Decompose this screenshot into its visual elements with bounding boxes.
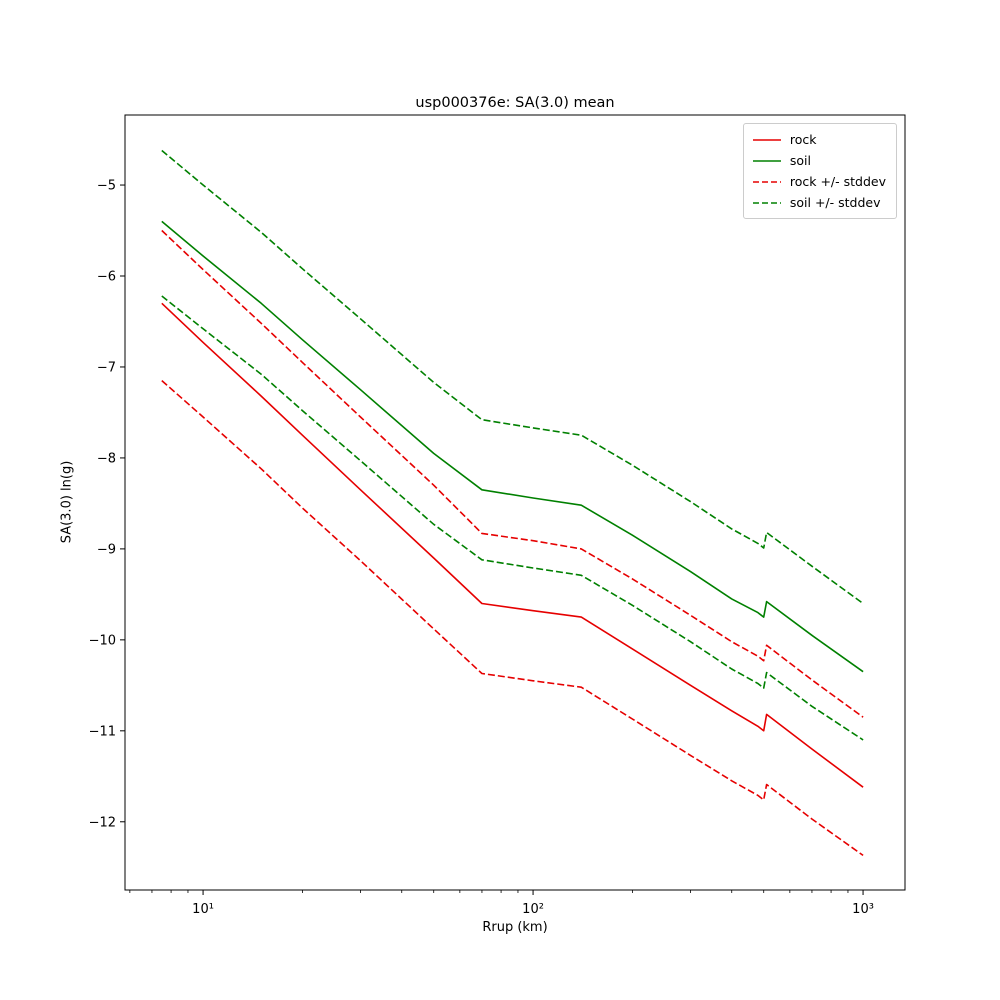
y-tick-label: −7 — [97, 360, 116, 375]
y-axis-label: SA(3.0) ln(g) — [59, 460, 75, 544]
legend-line-sample — [752, 180, 781, 183]
x-tick-label: 10¹ — [192, 902, 214, 917]
legend-line-sample — [752, 201, 781, 204]
series-line-rock-minus-stddev — [161, 379, 864, 857]
legend-line-sample — [752, 138, 781, 141]
series-line-soil-plus-stddev — [161, 149, 864, 605]
legend-item-1: soil — [752, 150, 886, 171]
y-tick-label: −8 — [97, 451, 116, 466]
legend-items: rock soil rock +/- stddev soil +/- stddev — [752, 129, 886, 213]
plot-frame — [124, 114, 906, 891]
series-line-rock-plus-stddev — [161, 229, 864, 718]
y-tick-label: −10 — [89, 633, 116, 648]
y-tick-label: −5 — [97, 179, 116, 194]
legend-label: rock — [789, 132, 817, 147]
legend-item-3: soil +/- stddev — [752, 192, 886, 213]
x-axis-label: Rrup (km) — [482, 920, 548, 935]
legend-label: rock +/- stddev — [789, 174, 886, 189]
chart-title: usp000376e: SA(3.0) mean — [415, 95, 615, 111]
y-tick-label: −12 — [89, 815, 116, 830]
y-tick-label: −6 — [97, 270, 116, 285]
legend-line-sample — [752, 159, 781, 162]
y-tick-label: −11 — [89, 724, 116, 739]
legend-item-0: rock — [752, 129, 886, 150]
x-tick-label: 10² — [522, 902, 544, 917]
series-line-rock — [161, 302, 864, 788]
legend: rock soil rock +/- stddev soil +/- stddev — [742, 123, 897, 219]
series-line-soil — [161, 220, 864, 673]
legend-item-2: rock +/- stddev — [752, 171, 886, 192]
series-line-soil-minus-stddev — [161, 295, 864, 741]
y-tick-label: −9 — [97, 542, 116, 557]
legend-label: soil — [789, 153, 811, 168]
legend-label: soil +/- stddev — [789, 195, 881, 210]
x-tick-label: 10³ — [852, 902, 874, 917]
